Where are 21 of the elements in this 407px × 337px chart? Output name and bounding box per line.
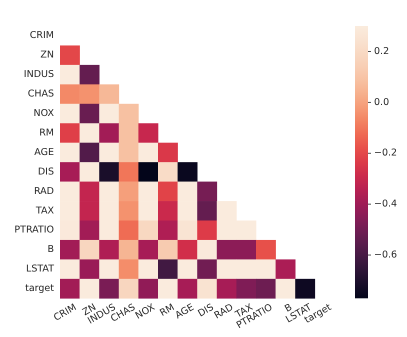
color-bar-label: −0.2 bbox=[374, 148, 398, 159]
color-bar-label: 0.0 bbox=[374, 96, 390, 108]
color-bar-label: −0.6 bbox=[374, 250, 398, 261]
color-bar-label: −0.4 bbox=[374, 198, 398, 210]
y-tick-label: AGE bbox=[34, 146, 54, 158]
x-tick-label: RAD bbox=[212, 302, 236, 322]
y-tick-label: INDUS bbox=[24, 69, 54, 80]
x-tick-label: NOX bbox=[134, 302, 158, 322]
y-tick-label: target bbox=[25, 283, 54, 294]
y-tick-label: TAX bbox=[34, 205, 54, 216]
y-tick-label: RAD bbox=[34, 186, 54, 197]
y-tick-label: ZN bbox=[40, 50, 54, 61]
y-tick-label: B bbox=[47, 244, 54, 256]
y-tick-label: RM bbox=[39, 127, 54, 138]
y-tick-label: CRIM bbox=[30, 30, 54, 42]
y-tick-label: LSTAT bbox=[26, 264, 54, 275]
y-tick-label: CHAS bbox=[28, 88, 54, 100]
y-tick-label: NOX bbox=[34, 108, 54, 120]
y-tick-label: PTRATIO bbox=[14, 224, 54, 236]
y-tick-label: DIS bbox=[38, 166, 54, 178]
color-bar-label: 0.2 bbox=[374, 46, 390, 57]
